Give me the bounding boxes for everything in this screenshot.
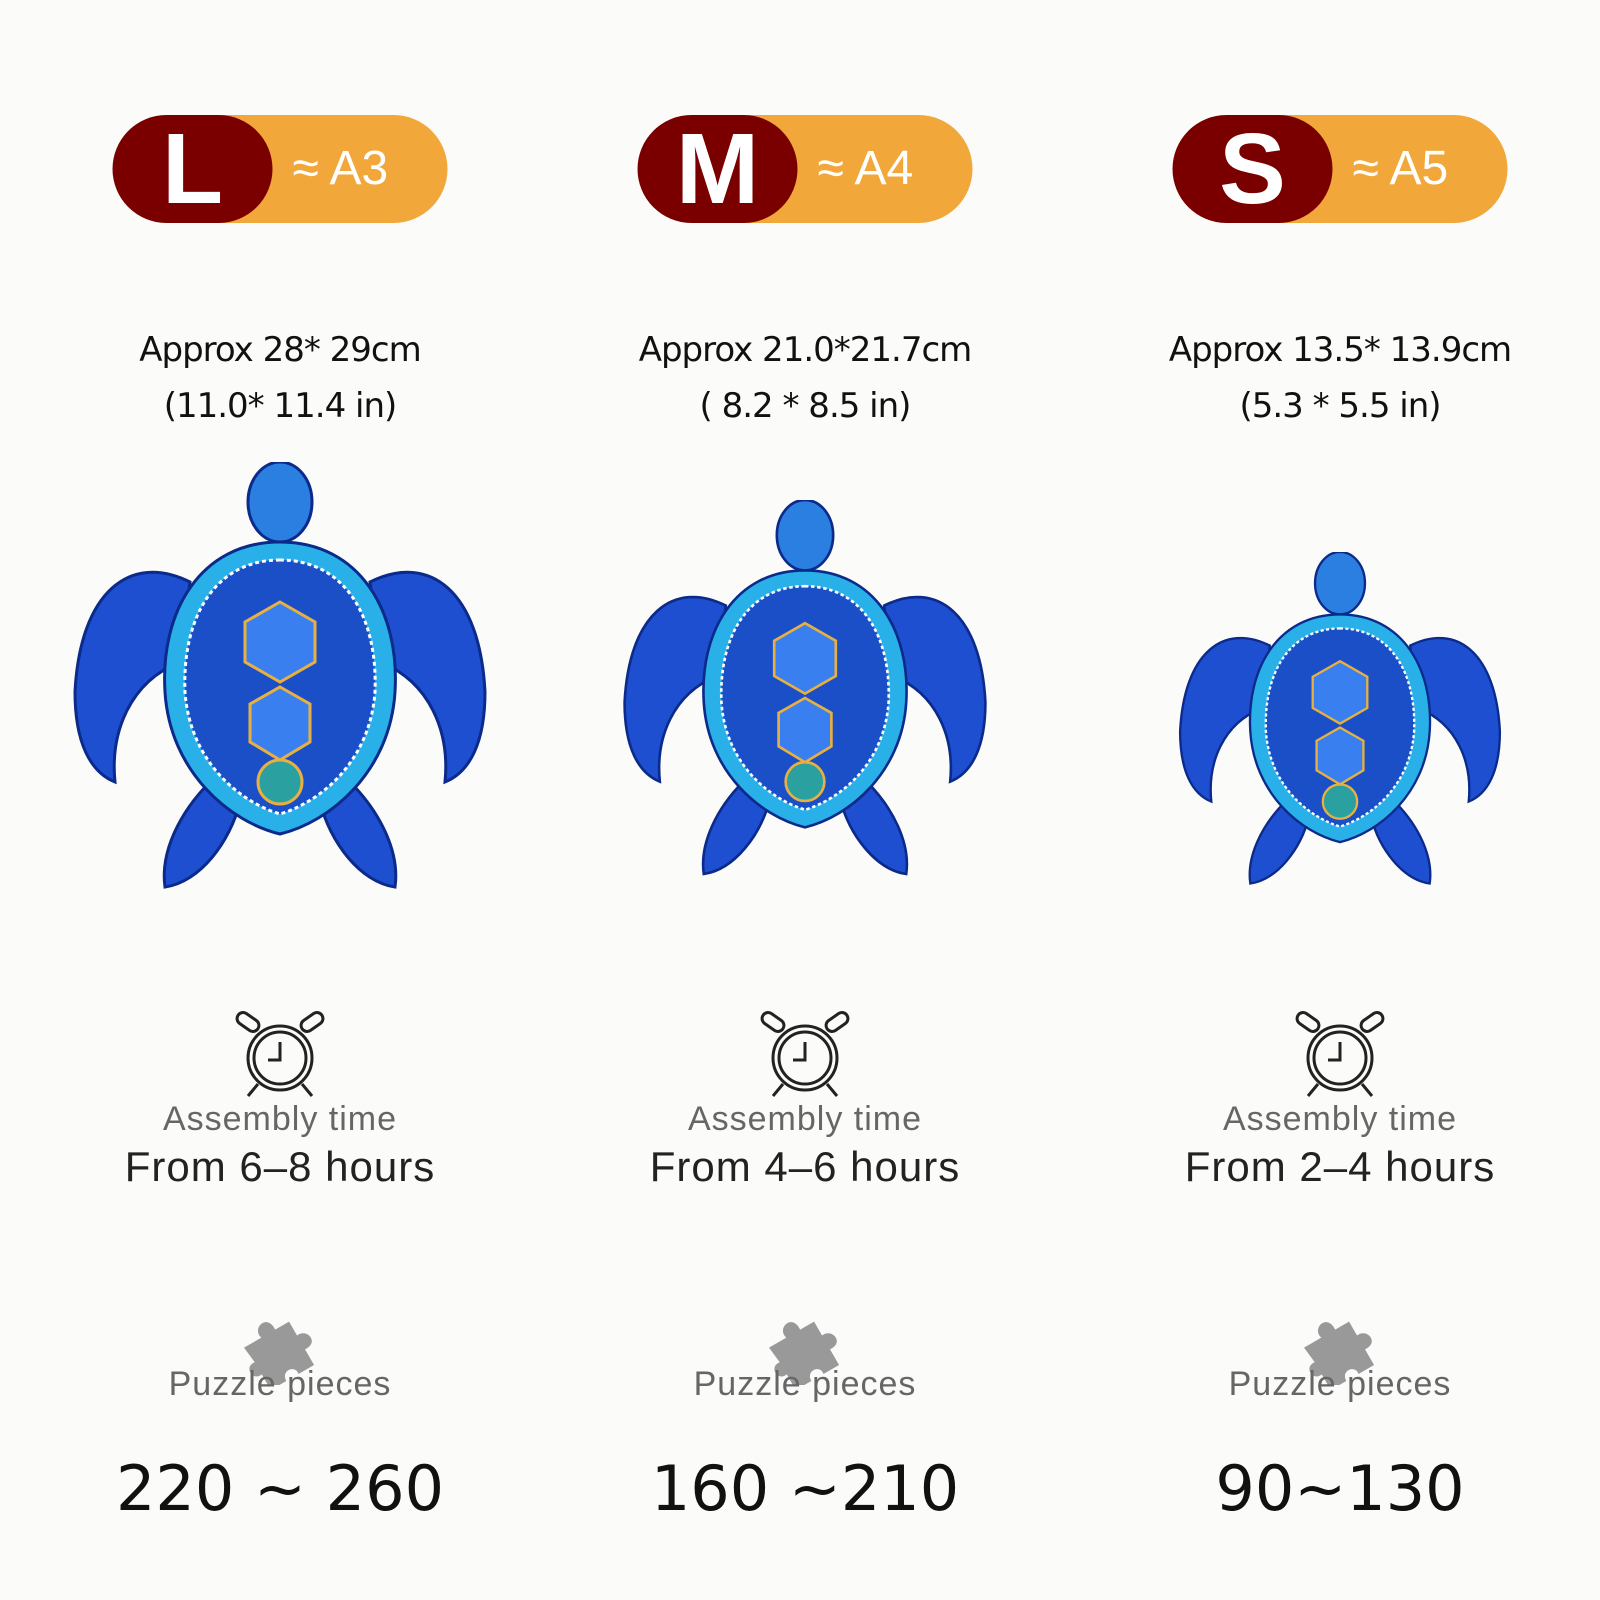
dimensions: Approx 21.0*21.7cm ( 8.2 * 8.5 in) [545, 322, 1065, 434]
assembly-time-label: Assembly time [1222, 1100, 1458, 1138]
size-letter: L [112, 115, 273, 223]
size-column-s: S ≈ A5 Approx 13.5* 13.9cm (5.3 * 5.5 in… [1080, 0, 1600, 1600]
size-column-m: M ≈ A4 Approx 21.0*21.7cm ( 8.2 * 8.5 in… [545, 0, 1065, 1600]
dimensions-cm: Approx 21.0*21.7cm [638, 330, 973, 370]
puzzle-piece-icon [244, 1321, 315, 1385]
dimensions-cm: Approx 13.5* 13.9cm [1168, 330, 1512, 370]
assembly-time-label: Assembly time [162, 1100, 398, 1138]
dimensions-in: (5.3 * 5.5 in) [1239, 386, 1441, 426]
assembly-time-value: From 2–4 hours [1184, 1143, 1496, 1190]
puzzle-pieces-count: 220 ~ 260 [115, 1452, 445, 1525]
paper-size: ≈ A5 [1352, 142, 1449, 195]
dimensions: Approx 28* 29cm (11.0* 11.4 in) [20, 322, 540, 434]
assembly-time-value: From 4–6 hours [649, 1143, 961, 1190]
turtle-puzzle-image [623, 500, 987, 876]
dimensions: Approx 13.5* 13.9cm (5.3 * 5.5 in) [1080, 322, 1600, 434]
puzzle-piece-icon [1304, 1321, 1375, 1385]
assembly-time-label: Assembly time [687, 1100, 923, 1138]
puzzle-pieces-label: Puzzle pieces [1228, 1365, 1452, 1403]
paper-size: ≈ A4 [817, 142, 914, 195]
turtle-puzzle-image [73, 462, 487, 889]
dimensions-in: (11.0* 11.4 in) [163, 386, 398, 426]
dimensions-in: ( 8.2 * 8.5 in) [699, 386, 912, 426]
alarm-clock-icon [760, 1011, 850, 1097]
size-badge: S ≈ A5 [1172, 115, 1508, 223]
assembly-time-value: From 6–8 hours [124, 1143, 436, 1190]
puzzle-pieces-label: Puzzle pieces [168, 1365, 392, 1403]
puzzle-piece-icon [769, 1321, 840, 1385]
size-badge: L ≈ A3 [112, 115, 448, 223]
size-column-l: L ≈ A3 Approx 28* 29cm (11.0* 11.4 in) [20, 0, 540, 1600]
size-letter: S [1172, 115, 1333, 223]
puzzle-pieces-count: 160 ~210 [650, 1452, 960, 1525]
size-letter: M [637, 115, 798, 223]
alarm-clock-icon [1295, 1011, 1385, 1097]
paper-size: ≈ A3 [292, 142, 389, 195]
puzzle-pieces-count: 90~130 [1215, 1452, 1465, 1525]
puzzle-pieces-label: Puzzle pieces [693, 1365, 917, 1403]
dimensions-cm: Approx 28* 29cm [139, 330, 422, 370]
turtle-puzzle-image [1178, 552, 1502, 885]
alarm-clock-icon [235, 1011, 325, 1097]
size-badge: M ≈ A4 [637, 115, 973, 223]
